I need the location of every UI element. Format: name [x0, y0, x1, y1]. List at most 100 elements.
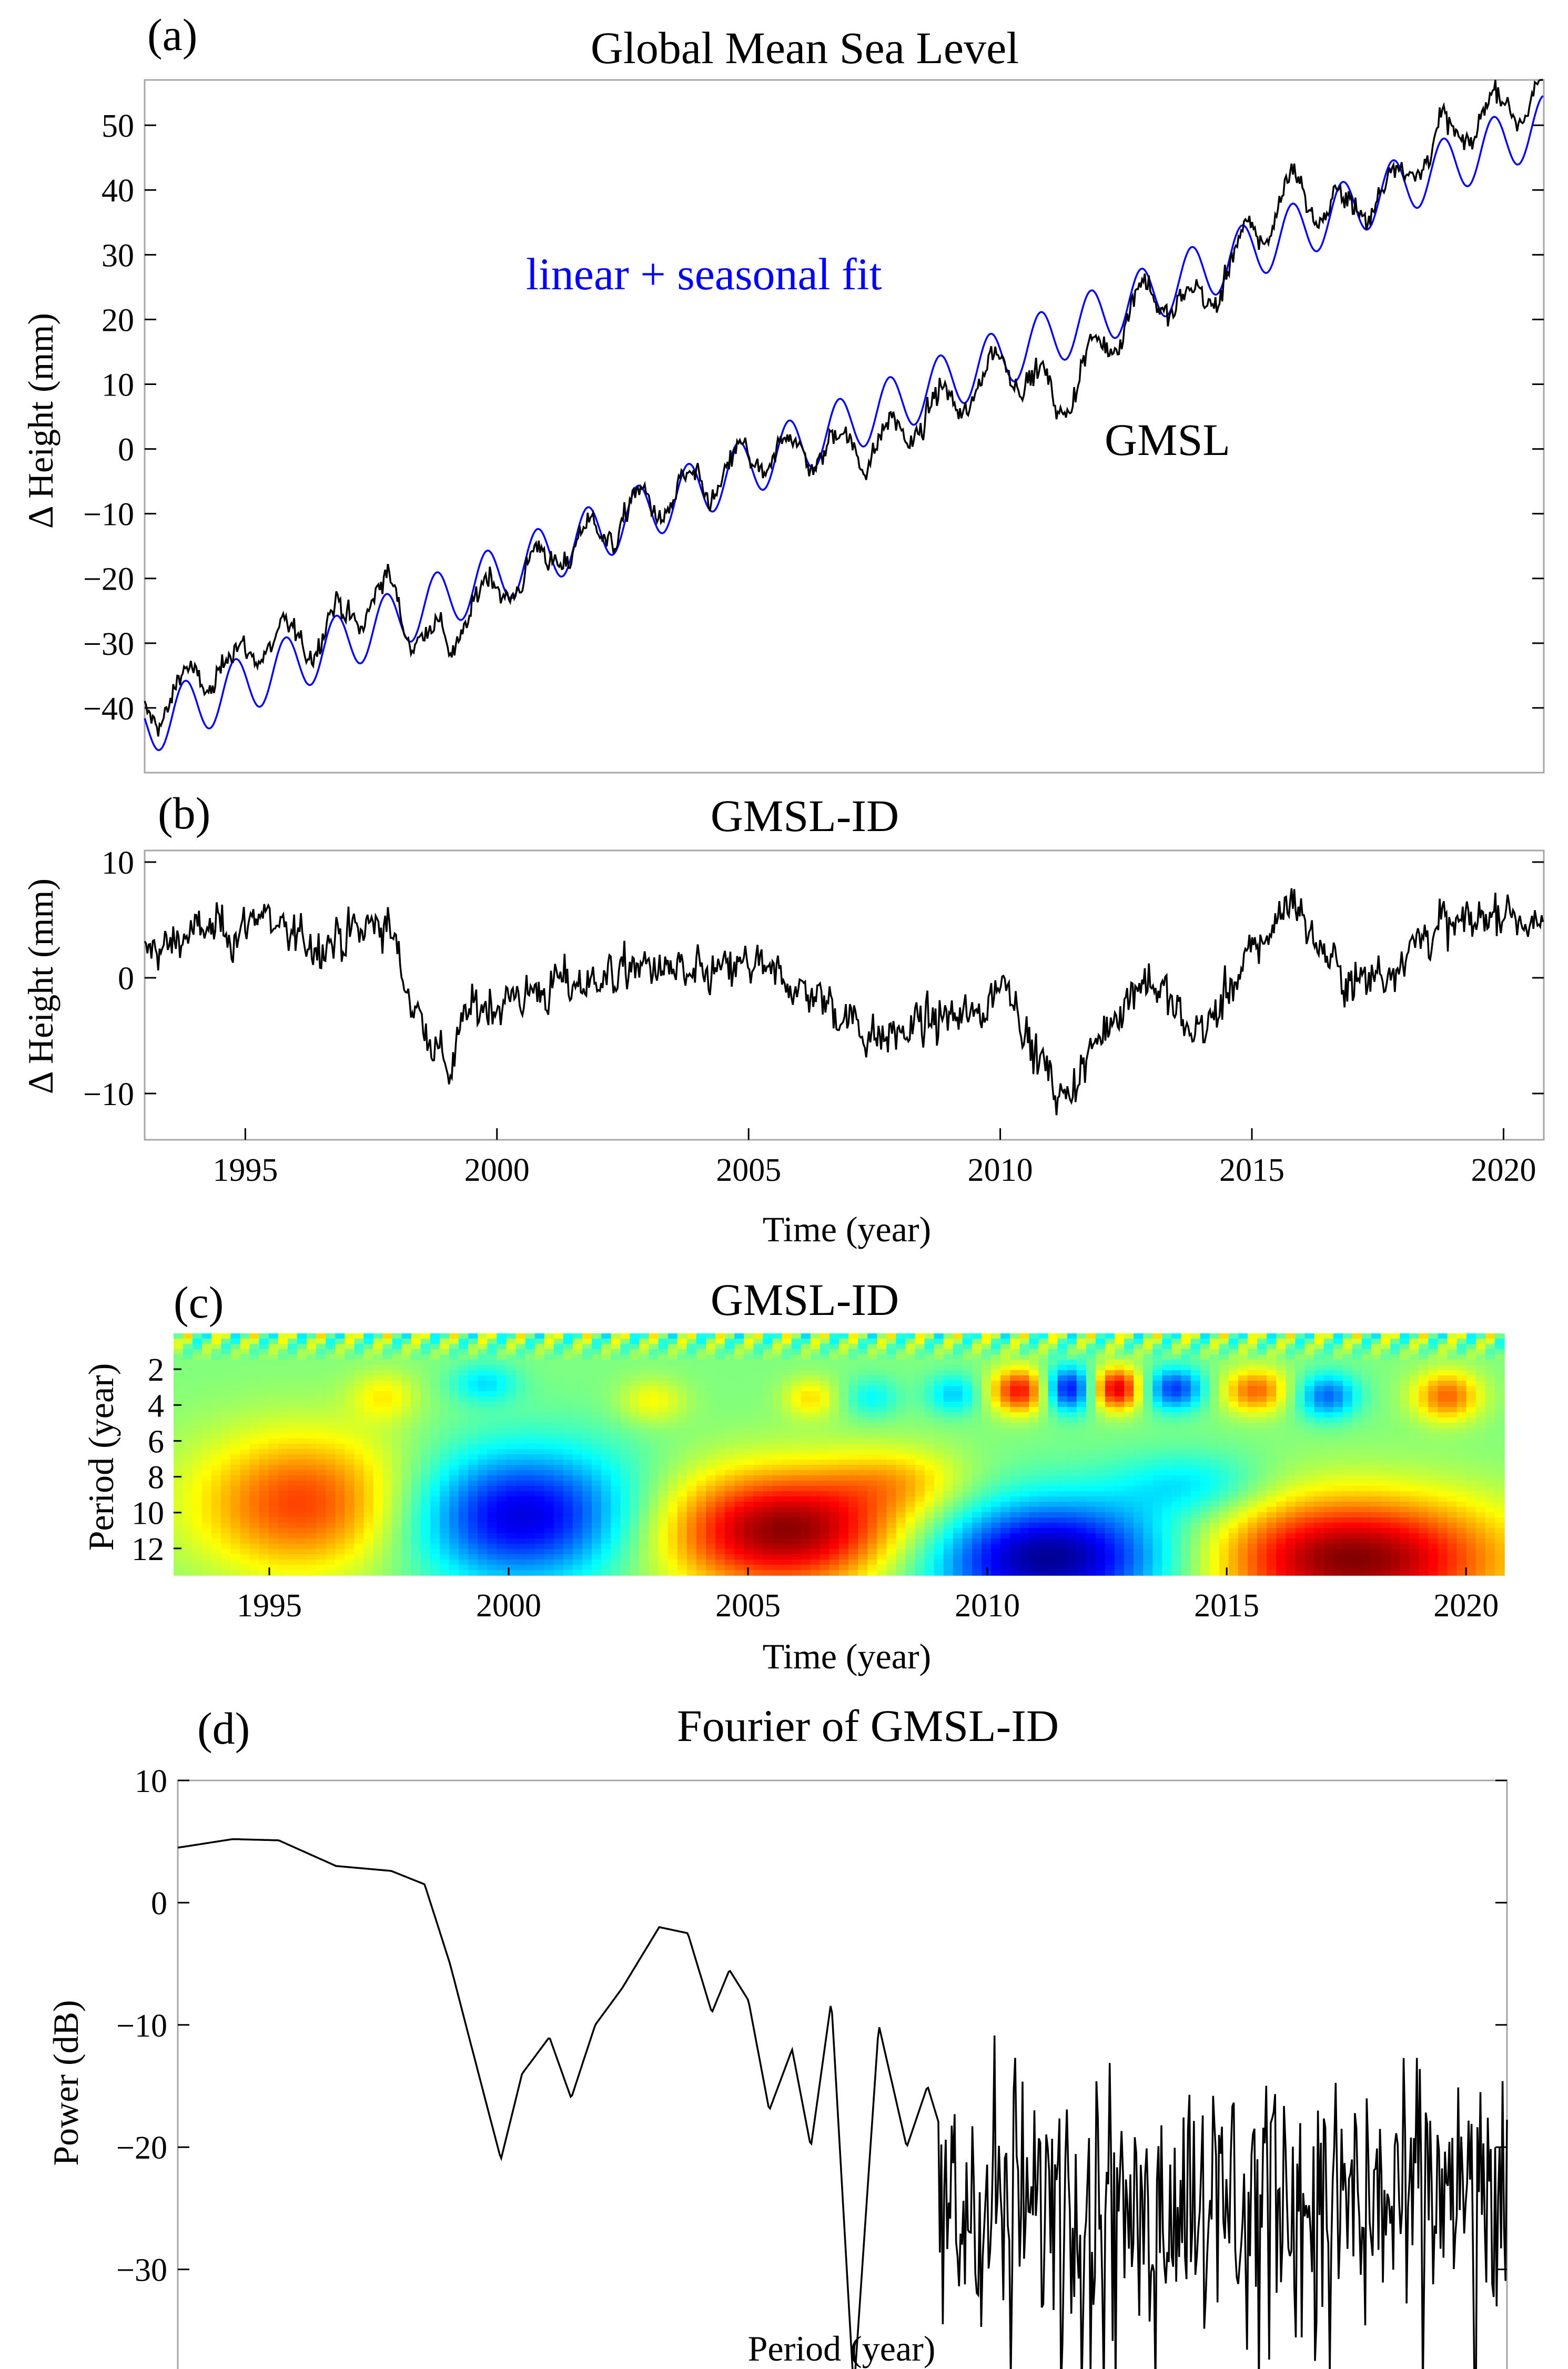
heatmap-cell — [459, 1460, 469, 1465]
heatmap-cell — [1171, 1538, 1182, 1544]
heatmap-cell — [706, 1386, 716, 1392]
heatmap-cell — [667, 1475, 678, 1481]
heatmap-cell — [211, 1475, 222, 1481]
heatmap-cell — [326, 1402, 336, 1408]
heatmap-cell — [449, 1454, 459, 1460]
heatmap-cell — [867, 1570, 878, 1576]
heatmap-cell — [221, 1470, 231, 1476]
heatmap-cell — [335, 1396, 346, 1402]
heatmap-cell — [420, 1549, 431, 1555]
heatmap-cell — [1095, 1370, 1106, 1376]
heatmap-cell — [972, 1560, 982, 1565]
heatmap-cell — [382, 1444, 393, 1450]
heatmap-cell — [763, 1423, 773, 1429]
heatmap-cell — [259, 1465, 269, 1471]
heatmap-cell — [877, 1481, 887, 1486]
heatmap-cell — [953, 1502, 963, 1507]
heatmap-cell — [1171, 1339, 1182, 1344]
heatmap-cell — [686, 1496, 697, 1502]
heatmap-cell — [915, 1481, 925, 1486]
heatmap-cell — [278, 1375, 288, 1381]
heatmap-cell — [1105, 1344, 1115, 1350]
heatmap-cell — [829, 1538, 839, 1544]
heatmap-cell — [696, 1449, 706, 1455]
heatmap-cell — [449, 1375, 459, 1381]
heatmap-cell — [297, 1565, 307, 1571]
heatmap-cell — [924, 1549, 935, 1555]
heatmap-cell — [354, 1391, 365, 1397]
heatmap-cell — [440, 1554, 450, 1560]
heatmap-cell — [1124, 1496, 1134, 1502]
heatmap-cell — [1143, 1396, 1154, 1402]
heatmap-cell — [820, 1570, 830, 1576]
heatmap-cell — [373, 1533, 383, 1539]
heatmap-cell — [611, 1439, 621, 1444]
heatmap-cell — [763, 1449, 773, 1455]
heatmap-cell — [630, 1449, 640, 1455]
heatmap-cell — [1057, 1381, 1068, 1386]
heatmap-cell — [686, 1402, 697, 1408]
heatmap-cell — [382, 1512, 393, 1518]
heatmap-cell — [202, 1570, 213, 1576]
heatmap-cell — [667, 1381, 678, 1386]
heatmap-cell — [601, 1365, 612, 1371]
heatmap-cell — [943, 1496, 954, 1502]
heatmap-cell — [268, 1333, 279, 1339]
heatmap-cell — [240, 1549, 250, 1555]
heatmap-cell — [734, 1470, 745, 1476]
heatmap-cell — [392, 1481, 402, 1486]
heatmap-cell — [630, 1370, 640, 1376]
heatmap-cell — [506, 1502, 517, 1507]
heatmap-cell — [211, 1412, 222, 1418]
heatmap-cell — [696, 1344, 706, 1350]
heatmap-cell — [1076, 1523, 1087, 1528]
heatmap-cell — [1115, 1439, 1125, 1444]
panel-b-xtick-label: 2020 — [1471, 1152, 1536, 1188]
heatmap-cell — [1115, 1512, 1125, 1518]
heatmap-cell — [316, 1412, 326, 1418]
heatmap-cell — [772, 1412, 783, 1418]
heatmap-cell — [877, 1517, 887, 1523]
heatmap-cell — [1105, 1496, 1115, 1502]
heatmap-cell — [497, 1344, 507, 1350]
heatmap-cell — [639, 1381, 650, 1386]
heatmap-cell — [706, 1428, 716, 1434]
heatmap-cell — [221, 1333, 231, 1339]
heatmap-cell — [1152, 1407, 1163, 1413]
heatmap-cell — [696, 1407, 706, 1413]
heatmap-cell — [1171, 1344, 1182, 1350]
heatmap-cell — [259, 1423, 269, 1429]
heatmap-cell — [497, 1375, 507, 1381]
heatmap-cell — [1086, 1444, 1096, 1450]
heatmap-cell — [287, 1570, 298, 1576]
heatmap-cell — [592, 1423, 602, 1429]
heatmap-cell — [563, 1349, 573, 1355]
heatmap-cell — [230, 1344, 241, 1350]
heatmap-cell — [810, 1486, 821, 1492]
heatmap-cell — [763, 1470, 773, 1476]
heatmap-cell — [1010, 1375, 1020, 1381]
heatmap-cell — [1134, 1354, 1144, 1360]
heatmap-cell — [326, 1386, 336, 1392]
heatmap-cell — [174, 1565, 184, 1571]
heatmap-cell — [677, 1512, 687, 1518]
heatmap-cell — [620, 1496, 631, 1502]
heatmap-cell — [686, 1538, 697, 1544]
heatmap-cell — [287, 1428, 298, 1434]
heatmap-cell — [649, 1481, 659, 1486]
heatmap-cell — [991, 1428, 1001, 1434]
heatmap-cell — [268, 1470, 279, 1476]
heatmap-cell — [563, 1470, 573, 1476]
heatmap-cell — [725, 1538, 735, 1544]
heatmap-cell — [268, 1560, 279, 1565]
panel-a-ylabel: Δ Height (mm) — [21, 313, 60, 529]
heatmap-cell — [829, 1365, 839, 1371]
heatmap-cell — [934, 1402, 944, 1408]
heatmap-cell — [1057, 1570, 1068, 1576]
heatmap-cell — [278, 1449, 288, 1455]
heatmap-cell — [287, 1370, 298, 1376]
heatmap-cell — [497, 1365, 507, 1371]
heatmap-cell — [193, 1333, 203, 1339]
heatmap-cell — [886, 1528, 897, 1534]
